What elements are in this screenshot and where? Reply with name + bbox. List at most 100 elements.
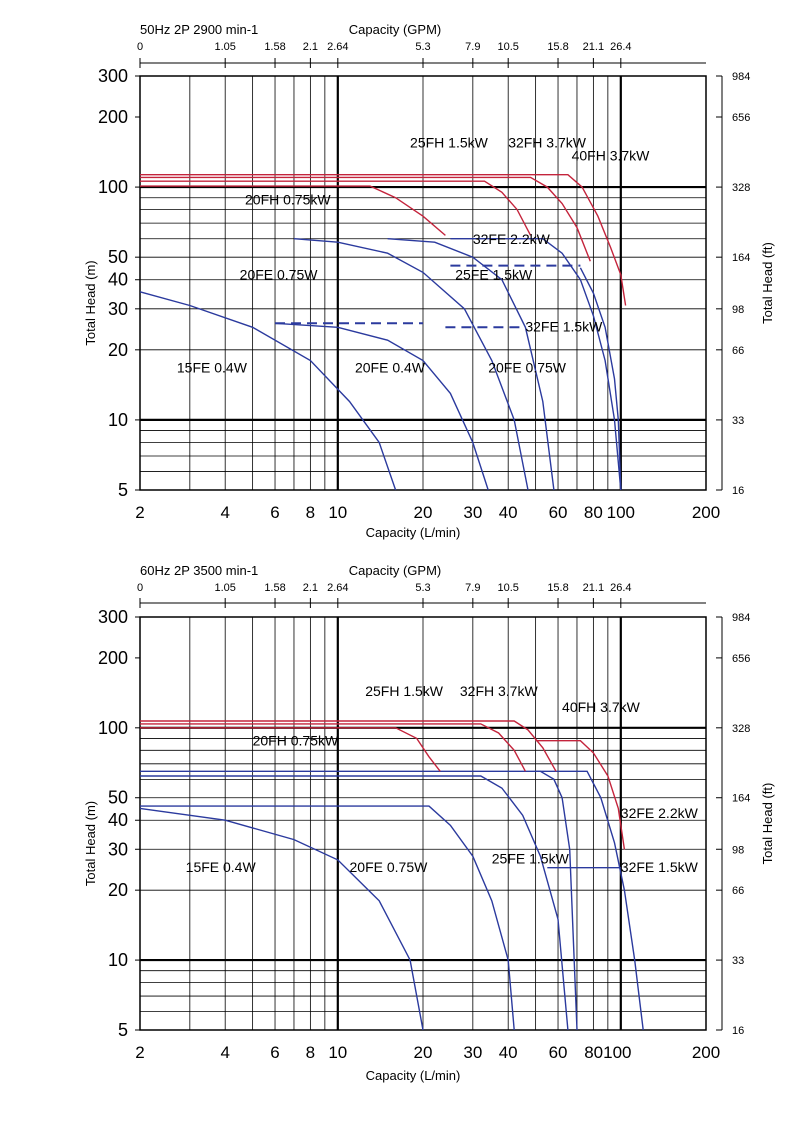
y-axis-title: Total Head (m) bbox=[83, 260, 98, 345]
gpm-tick-label: 1.58 bbox=[264, 582, 285, 594]
gpm-tick-label: 21.1 bbox=[583, 41, 604, 53]
ft-tick-label: 164 bbox=[732, 252, 750, 264]
x-tick-label: 4 bbox=[220, 1043, 229, 1062]
series-curve bbox=[387, 238, 555, 491]
series-label: 32FH 3.7kW bbox=[508, 134, 587, 150]
x-tick-label: 6 bbox=[270, 503, 279, 522]
series-curve bbox=[140, 176, 591, 262]
y-axis-title: Total Head (m) bbox=[83, 801, 98, 886]
series-label: 32FE 2.2kW bbox=[621, 805, 699, 821]
x-tick-label: 8 bbox=[306, 503, 315, 522]
x-tick-label: 20 bbox=[414, 1043, 433, 1062]
series-label: 20FE 0.75W bbox=[240, 267, 319, 283]
ft-tick-label: 66 bbox=[732, 345, 744, 357]
y-tick-label: 50 bbox=[108, 247, 128, 267]
series-label: 25FE 1.5kW bbox=[492, 851, 570, 867]
x-tick-label: 20 bbox=[414, 503, 433, 522]
gpm-tick-label: 15.8 bbox=[547, 582, 568, 594]
series-curve bbox=[140, 723, 527, 772]
series-curve bbox=[140, 805, 515, 1031]
series-curve bbox=[535, 770, 644, 1031]
series-label: 25FE 1.5kW bbox=[455, 267, 533, 283]
gpm-tick-label: 0 bbox=[137, 41, 143, 53]
gpm-tick-label: 7.9 bbox=[465, 582, 480, 594]
ft-tick-label: 98 bbox=[732, 304, 744, 316]
series-label: 32FE 2.2kW bbox=[473, 231, 551, 247]
series-curve bbox=[579, 267, 622, 491]
x-tick-label: 2 bbox=[135, 503, 144, 522]
series-label: 25FH 1.5kW bbox=[365, 683, 444, 699]
gpm-tick-label: 5.3 bbox=[415, 41, 430, 53]
x-tick-label: 8 bbox=[306, 1043, 315, 1062]
gpm-tick-label: 15.8 bbox=[547, 41, 568, 53]
y-tick-label: 100 bbox=[98, 718, 128, 738]
series-curve bbox=[139, 291, 397, 491]
x-tick-label: 200 bbox=[692, 1043, 720, 1062]
gpm-tick-label: 10.5 bbox=[497, 582, 518, 594]
y-tick-label: 40 bbox=[108, 270, 128, 290]
series-label: 40FH 3.7kW bbox=[562, 699, 641, 715]
series-label: 20FE 0.75W bbox=[350, 859, 429, 875]
chart-title: 60Hz 2P 3500 min-1 bbox=[140, 563, 258, 578]
x-tick-label: 40 bbox=[499, 503, 518, 522]
series-curve bbox=[274, 322, 489, 491]
y-tick-label: 30 bbox=[108, 839, 128, 859]
x-tick-label: 80100 bbox=[584, 1043, 631, 1062]
series-curve bbox=[450, 238, 622, 491]
series-curve bbox=[140, 720, 557, 772]
gpm-tick-label: 26.4 bbox=[610, 582, 631, 594]
series-curve bbox=[140, 770, 578, 1031]
ft-tick-label: 164 bbox=[732, 793, 750, 805]
chart-60hz: 2 4 6 8 10 20 30 40 60 80100 200510203040501002003… bbox=[83, 563, 775, 1083]
gpm-tick-label: 26.4 bbox=[610, 41, 631, 53]
series-curve bbox=[140, 180, 532, 236]
series-curve bbox=[139, 807, 424, 1031]
y-tick-label: 200 bbox=[98, 107, 128, 127]
series-label: 25FH 1.5kW bbox=[410, 134, 489, 150]
x-tick-label: 80 bbox=[584, 503, 603, 522]
x-tick-label: 200 bbox=[692, 503, 720, 522]
y-tick-label: 100 bbox=[98, 177, 128, 197]
x-tick-label: 100 bbox=[607, 503, 635, 522]
series-label: 20FH 0.75kW bbox=[253, 732, 339, 748]
series-label: 20FH 0.75kW bbox=[245, 192, 331, 208]
y-tick-label: 300 bbox=[98, 66, 128, 86]
gpm-tick-label: 5.3 bbox=[415, 582, 430, 594]
x-tick-label: 60 bbox=[549, 503, 568, 522]
x-axis-title: Capacity (L/min) bbox=[366, 525, 461, 540]
gpm-tick-label: 10.5 bbox=[497, 41, 518, 53]
ft-tick-label: 33 bbox=[732, 415, 744, 427]
y-tick-label: 10 bbox=[108, 950, 128, 970]
series-label: 32FE 1.5kW bbox=[525, 318, 603, 334]
ft-axis-title: Total Head (ft) bbox=[760, 783, 775, 865]
x-tick-label: 10 bbox=[328, 1043, 347, 1062]
y-tick-label: 30 bbox=[108, 299, 128, 319]
gpm-tick-label: 7.9 bbox=[465, 41, 480, 53]
gpm-tick-label: 1.05 bbox=[214, 41, 235, 53]
x-tick-label: 4 bbox=[220, 503, 229, 522]
x-tick-label: 40 bbox=[499, 1043, 518, 1062]
y-tick-label: 20 bbox=[108, 340, 128, 360]
ft-tick-label: 328 bbox=[732, 723, 750, 735]
y-tick-label: 5 bbox=[118, 480, 128, 500]
gpm-tick-label: 2.1 bbox=[303, 41, 318, 53]
gpm-tick-label: 1.05 bbox=[214, 582, 235, 594]
gpm-tick-label: 0 bbox=[137, 582, 143, 594]
gpm-axis-title: Capacity (GPM) bbox=[349, 22, 441, 37]
ft-tick-label: 66 bbox=[732, 885, 744, 897]
series-curve bbox=[140, 174, 627, 306]
series-label: 15FE 0.4W bbox=[186, 859, 257, 875]
gpm-tick-label: 21.1 bbox=[583, 582, 604, 594]
gpm-tick-label: 2.64 bbox=[327, 582, 348, 594]
x-tick-label: 10 bbox=[328, 503, 347, 522]
series-curve bbox=[293, 238, 529, 491]
ft-tick-label: 656 bbox=[732, 112, 750, 124]
x-tick-label: 6 bbox=[270, 1043, 279, 1062]
series-label: 32FE 1.5kW bbox=[621, 859, 699, 875]
x-tick-label: 30 bbox=[463, 503, 482, 522]
ft-axis-title: Total Head (ft) bbox=[760, 242, 775, 324]
x-axis-title: Capacity (L/min) bbox=[366, 1068, 461, 1083]
gpm-axis-title: Capacity (GPM) bbox=[349, 563, 441, 578]
y-tick-label: 50 bbox=[108, 788, 128, 808]
